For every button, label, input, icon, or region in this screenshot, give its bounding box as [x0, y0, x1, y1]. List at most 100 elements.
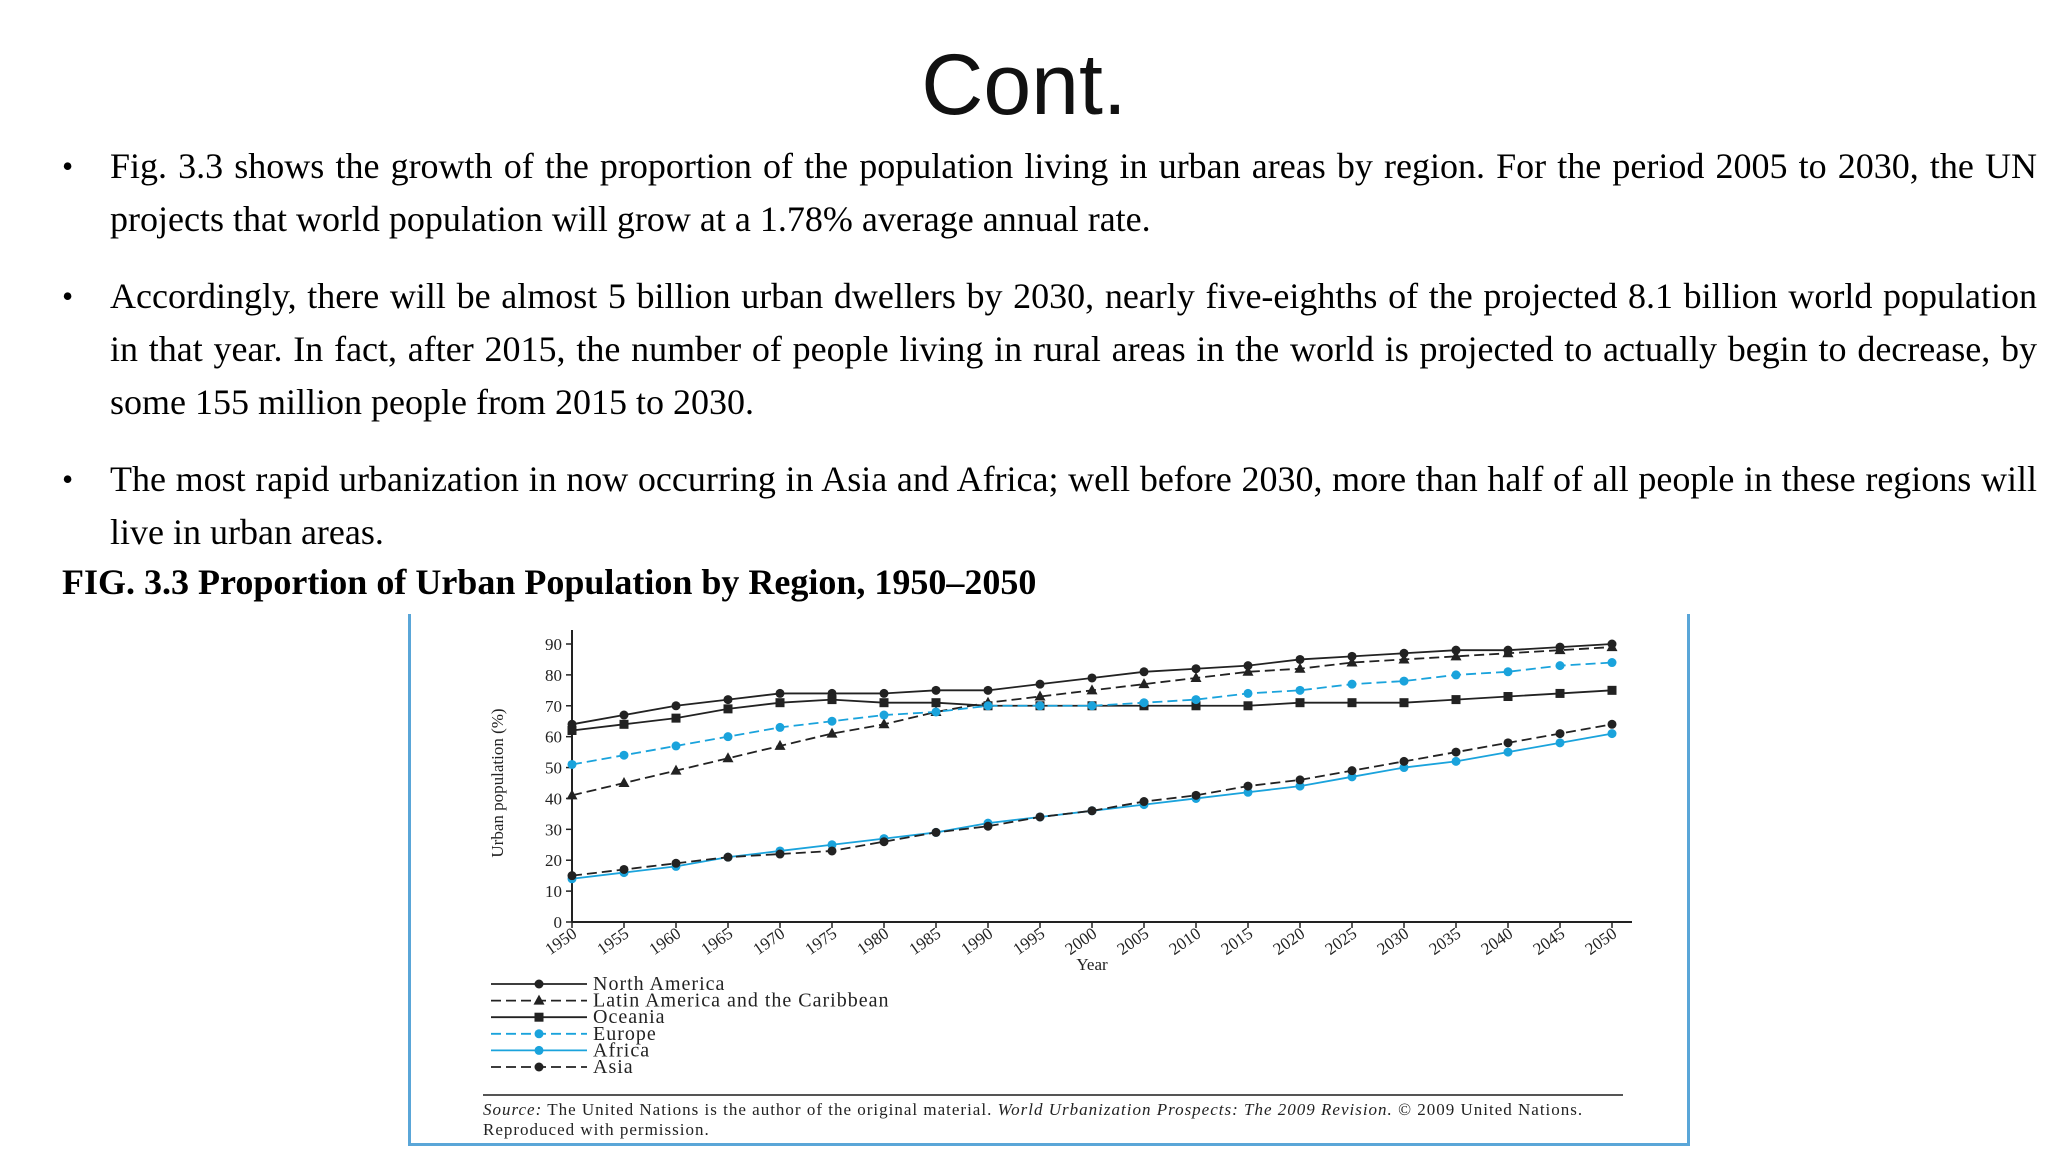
figure-frame: 0 10 20 30 40 50 60 70 80 90 1950 1955 1960 1965 1970 1… — [408, 614, 1690, 1146]
data-point — [1503, 747, 1513, 757]
x-tick-label: 2005 — [1114, 924, 1153, 959]
series-north-america — [567, 639, 1617, 729]
source-note: Source: The United Nations is the author… — [483, 1094, 1623, 1140]
data-point — [723, 695, 733, 705]
data-point — [1295, 781, 1305, 791]
data-point — [1555, 661, 1565, 671]
bullet-list: • Fig. 3.3 shows the growth of the propo… — [62, 140, 2037, 583]
x-tick-label: 1965 — [698, 924, 737, 959]
data-point — [1503, 738, 1513, 748]
data-point — [1451, 747, 1461, 757]
data-point — [1035, 812, 1045, 822]
bullet-item: • Fig. 3.3 shows the growth of the propo… — [62, 140, 2037, 246]
legend-label: Europe — [593, 1023, 657, 1045]
legend-label: North America — [593, 973, 725, 995]
series-europe — [567, 658, 1617, 769]
data-point — [1294, 662, 1306, 673]
data-point — [534, 1062, 544, 1072]
data-point — [723, 732, 733, 742]
legend-item: Asia — [491, 1056, 634, 1078]
data-point — [1451, 645, 1461, 655]
data-point — [879, 688, 889, 698]
y-tick-label: 50 — [545, 759, 562, 778]
data-point — [931, 698, 941, 708]
data-point — [619, 710, 629, 720]
data-point — [567, 871, 577, 881]
data-point — [671, 713, 681, 723]
source-publication: World Urbanization Prospects: The 2009 R… — [997, 1100, 1393, 1119]
data-point — [775, 688, 785, 698]
data-point — [567, 759, 577, 769]
bullet-text: Fig. 3.3 shows the growth of the proport… — [110, 146, 2037, 239]
data-point — [1139, 667, 1149, 677]
data-point — [931, 685, 941, 695]
x-tick-label: 1970 — [750, 924, 789, 959]
data-point — [1243, 701, 1253, 711]
data-point — [1451, 695, 1461, 705]
series-asia — [567, 719, 1617, 881]
data-point — [1243, 781, 1253, 791]
data-point — [533, 994, 545, 1005]
x-tick-label: 2015 — [1218, 924, 1257, 959]
data-point — [619, 864, 629, 874]
source-text: The United Nations is the author of the … — [547, 1100, 993, 1119]
data-point — [775, 849, 785, 859]
data-point — [1191, 790, 1201, 800]
data-point — [671, 701, 681, 711]
data-point — [1346, 656, 1358, 667]
legend-item: Africa — [491, 1039, 649, 1061]
chart-series — [566, 639, 1618, 884]
legend-label: Asia — [593, 1056, 634, 1078]
data-point — [1087, 673, 1097, 683]
data-point — [1191, 695, 1201, 705]
data-point — [1399, 698, 1409, 708]
data-point — [1347, 766, 1357, 776]
data-point — [1138, 678, 1150, 689]
series-line — [571, 646, 1613, 797]
data-point — [1034, 690, 1046, 701]
data-point — [931, 827, 941, 837]
source-label: Source: — [483, 1100, 543, 1119]
x-tick-label: 2025 — [1322, 924, 1361, 959]
data-point — [879, 837, 889, 847]
data-point — [722, 752, 734, 763]
y-tick-label: 40 — [545, 789, 562, 808]
x-tick-label: 2010 — [1166, 924, 1205, 959]
data-point — [1450, 650, 1462, 661]
data-point — [1242, 665, 1254, 676]
legend-label: Latin America and the Caribbean — [593, 990, 889, 1012]
series-latin-america-and-the-caribbean — [566, 641, 1618, 800]
data-point — [1554, 644, 1566, 655]
legend-label: Oceania — [593, 1006, 666, 1028]
x-tick-label: 1990 — [958, 924, 997, 959]
bullet-text: Accordingly, there will be almost 5 bill… — [110, 276, 2037, 422]
x-tick-label: 1960 — [646, 924, 685, 959]
data-point — [1190, 671, 1202, 682]
data-point — [775, 698, 785, 708]
y-tick-label: 80 — [545, 666, 562, 685]
data-point — [1607, 719, 1617, 729]
data-point — [1503, 667, 1513, 677]
y-tick-label: 20 — [545, 851, 562, 870]
bullet-item: • Accordingly, there will be almost 5 bi… — [62, 270, 2037, 429]
data-point — [1399, 763, 1409, 773]
data-point — [534, 1029, 544, 1039]
data-point — [1139, 797, 1149, 807]
data-point — [879, 710, 889, 720]
data-point — [931, 707, 941, 717]
data-point — [619, 750, 629, 760]
data-point — [566, 789, 578, 800]
data-point — [1451, 670, 1461, 680]
legend-item: Europe — [491, 1023, 657, 1045]
data-point — [1398, 653, 1410, 664]
data-point — [567, 725, 577, 735]
bullet-marker: • — [62, 278, 74, 314]
data-point — [534, 1012, 544, 1022]
data-point — [983, 701, 993, 711]
data-point — [1243, 661, 1253, 671]
data-point — [983, 821, 993, 831]
bullet-marker: • — [62, 461, 74, 497]
x-tick-label: 2035 — [1426, 924, 1465, 959]
x-tick-label: 2030 — [1374, 924, 1413, 959]
